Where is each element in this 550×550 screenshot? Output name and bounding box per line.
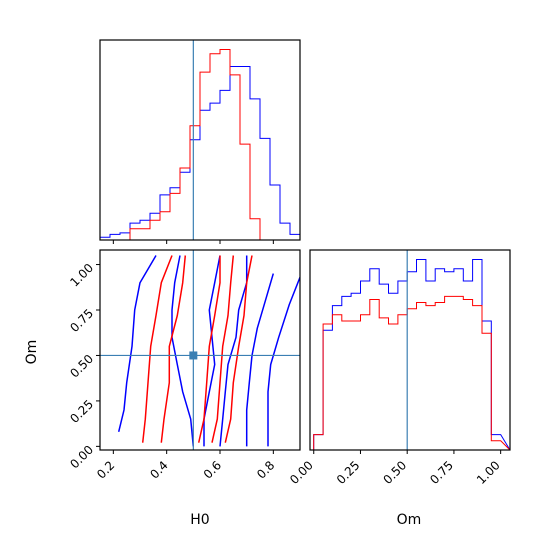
histogram-om-panel: 0.00 0.25 0.50 0.75 1.00: [287, 249, 511, 487]
hist-om-frame: [309, 249, 511, 451]
y-axis-label-om: Om: [24, 340, 40, 365]
contour-y-ticklabel: 0.75: [67, 306, 96, 335]
contour-panel: 0.2 0.4 0.6 0.8 0.00 0.25 0.50 0.75 1.00: [67, 249, 301, 482]
contour-red-1: [160, 255, 187, 443]
contour-y-ticklabel: 0.25: [67, 397, 96, 426]
contour-red-4: [224, 255, 253, 443]
contour-red-0: [141, 255, 173, 443]
contour-blue-3: [219, 255, 248, 447]
x-axis-label-h0: H0: [190, 512, 209, 528]
hist-om-x-ticklabel: 1.00: [474, 458, 503, 487]
contour-blue-0: [117, 255, 157, 432]
hist-h0-blue-step: [99, 66, 301, 240]
contour-truth-marker: [189, 351, 198, 360]
contour-blue-4: [245, 273, 275, 447]
hist-h0-frame: [99, 39, 301, 241]
contour-blue-1: [171, 255, 195, 447]
contour-y-ticklabel: 0.50: [67, 352, 96, 381]
hist-om-x-ticklabel: 0.50: [381, 458, 410, 487]
hist-om-x-ticklabel: 0.75: [427, 458, 456, 487]
contour-red-3: [211, 255, 235, 443]
contour-y-ticklabel: 1.00: [67, 261, 96, 290]
contour-frame: [99, 249, 301, 451]
hist-om-x-ticklabel: 0.25: [334, 458, 363, 487]
hist-om-blue-step: [313, 259, 511, 451]
contour-lines: [117, 255, 300, 447]
contour-x-ticklabel: 0.4: [147, 458, 170, 481]
contour-red-2: [197, 255, 221, 443]
contour-x-ticklabel: 0.8: [254, 458, 277, 481]
contour-x-ticklabel: 0.2: [94, 458, 117, 481]
x-axis-label-om: Om: [397, 512, 422, 528]
hist-om-red-step: [313, 295, 511, 451]
histogram-h0-panel: [99, 39, 301, 244]
hist-om-x-ticklabel: 0.00: [287, 458, 316, 487]
hist-h0-red-step: [100, 49, 300, 241]
contour-blue-5: [267, 277, 300, 447]
contour-y-ticklabel: 0.00: [67, 443, 96, 472]
contour-x-ticklabel: 0.6: [201, 458, 224, 481]
